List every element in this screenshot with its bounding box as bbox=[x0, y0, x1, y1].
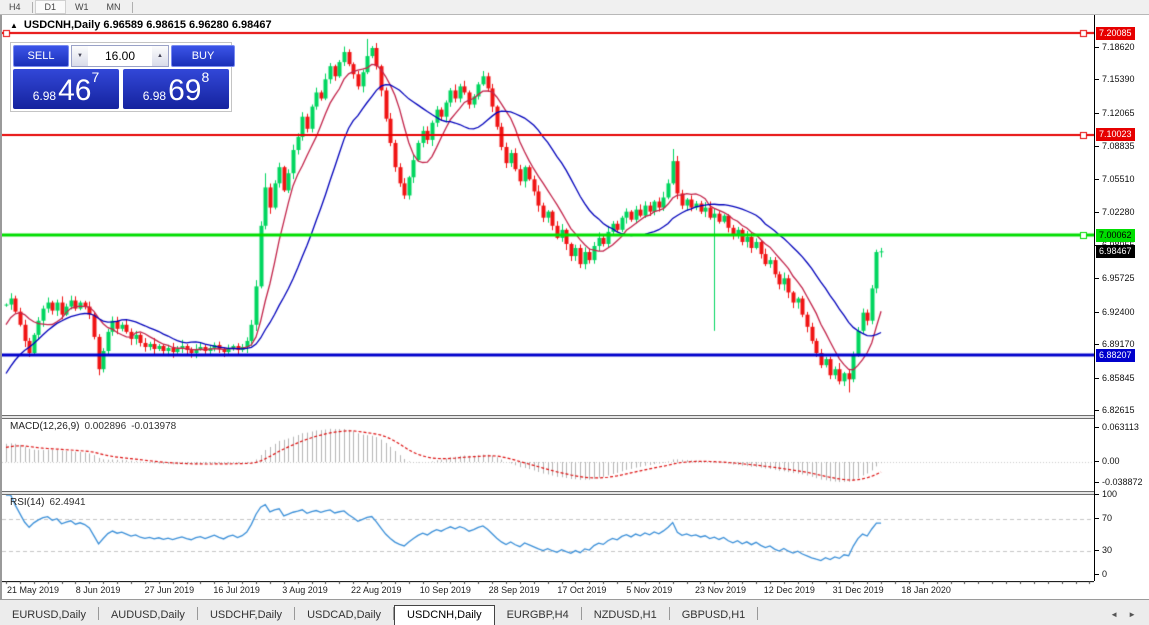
date-label: 3 Aug 2019 bbox=[282, 585, 328, 595]
date-label: 17 Oct 2019 bbox=[557, 585, 607, 595]
macd-axis-tick: -0.038872 bbox=[1095, 476, 1143, 487]
period-tab-h4[interactable]: H4 bbox=[9, 2, 21, 12]
date-label: 27 Jun 2019 bbox=[144, 585, 195, 595]
buy-button[interactable]: BUY bbox=[171, 45, 235, 67]
tab-separator bbox=[393, 607, 395, 620]
symbol-tab-usdcad[interactable]: USDCAD,Daily bbox=[307, 609, 382, 621]
symbol-tab-nzdusd[interactable]: NZDUSD,H1 bbox=[593, 609, 657, 621]
date-label: 31 Dec 2019 bbox=[832, 585, 884, 595]
time-axis[interactable] bbox=[2, 581, 1094, 598]
rsi-panel-canvas[interactable] bbox=[2, 495, 1094, 581]
price-tick: 6.82615 bbox=[1095, 405, 1135, 416]
date-label: 12 Dec 2019 bbox=[763, 585, 815, 595]
macd-panel-canvas[interactable] bbox=[2, 419, 1094, 491]
date-label: 21 May 2019 bbox=[7, 585, 60, 595]
sell-price-big: 46 bbox=[58, 74, 92, 107]
chart-window: ▲ USDCNH,Daily 6.96589 6.98615 6.96280 6.… bbox=[0, 15, 1149, 599]
symbol-tab-eurgbp[interactable]: EURGBP,H4 bbox=[506, 609, 569, 621]
macd-axis-tick: 0.063113 bbox=[1095, 422, 1139, 433]
date-label: 5 Nov 2019 bbox=[626, 585, 673, 595]
toolbar-separator bbox=[31, 1, 33, 13]
price-badge: 7.20085 bbox=[1096, 26, 1135, 40]
symbol-tab-audusd[interactable]: AUDUSD,Daily bbox=[110, 609, 185, 621]
panel-divider[interactable] bbox=[2, 415, 1149, 419]
price-tick: 7.02280 bbox=[1095, 206, 1135, 217]
tab-separator bbox=[668, 607, 670, 620]
rsi-axis-tick: 30 bbox=[1094, 545, 1113, 555]
price-tick: 7.18620 bbox=[1095, 41, 1135, 52]
symbol-title: USDCNH,Daily bbox=[23, 19, 101, 31]
period-tab-mn[interactable]: MN bbox=[106, 2, 121, 12]
tab-separator bbox=[97, 607, 99, 620]
chart-title: ▲ USDCNH,Daily 6.96589 6.98615 6.96280 6.… bbox=[10, 19, 272, 31]
macd-value-signal: -0.013978 bbox=[131, 421, 177, 432]
price-badge: 7.00062 bbox=[1096, 228, 1135, 242]
price-tick: 7.08835 bbox=[1095, 140, 1135, 151]
volume-input[interactable] bbox=[88, 46, 152, 66]
price-tick: 6.95725 bbox=[1095, 273, 1135, 284]
sell-price-box[interactable]: 6.98 46 7 bbox=[13, 69, 119, 109]
price-tick: 6.92400 bbox=[1095, 306, 1135, 317]
symbol-tab-gbpusd[interactable]: GBPUSD,H1 bbox=[681, 609, 746, 621]
sell-price-small: 6.98 bbox=[32, 89, 57, 103]
macd-label: MACD(12,26,9) 0.002896 -0.013978 bbox=[10, 421, 176, 432]
price-tick: 6.85845 bbox=[1095, 372, 1135, 383]
window-collapse-icon[interactable]: ▲ bbox=[10, 21, 18, 30]
sell-price-sup: 7 bbox=[91, 69, 100, 85]
ohlc-values: 6.96589 6.98615 6.96280 6.98467 bbox=[103, 19, 272, 31]
price-tick: 7.15390 bbox=[1095, 74, 1135, 85]
symbol-tab-usdcnh[interactable]: USDCNH,Daily bbox=[394, 605, 495, 625]
buy-price-sup: 8 bbox=[201, 69, 210, 85]
period-tab-d1[interactable]: D1 bbox=[34, 0, 67, 14]
date-label: 28 Sep 2019 bbox=[488, 585, 540, 595]
rsi-axis-tick: 100 bbox=[1094, 489, 1118, 499]
macd-name: MACD(12,26,9) bbox=[10, 421, 80, 432]
price-badge: 6.88207 bbox=[1096, 348, 1135, 362]
tab-separator bbox=[580, 607, 582, 620]
rsi-name: RSI(14) bbox=[10, 497, 45, 508]
date-label: 22 Aug 2019 bbox=[351, 585, 402, 595]
macd-value-main: 0.002896 bbox=[84, 421, 127, 432]
volume-decrease-button[interactable]: ▼ bbox=[72, 46, 88, 66]
symbol-tab-eurusd[interactable]: EURUSD,Daily bbox=[12, 609, 86, 621]
price-axis[interactable]: 7.18620 7.15390 7.12065 7.08835 7.05510 7.022… bbox=[1094, 15, 1149, 581]
rsi-value: 62.4941 bbox=[49, 497, 86, 508]
buy-price-box[interactable]: 6.98 69 8 bbox=[123, 69, 229, 109]
symbol-tab-bar: EURUSD,Daily AUDUSD,Daily USDCHF,Daily USDC… bbox=[0, 599, 1149, 625]
rsi-label: RSI(14) 62.4941 bbox=[10, 497, 86, 508]
tab-separator bbox=[294, 607, 296, 620]
date-label: 16 Jul 2019 bbox=[213, 585, 260, 595]
tab-scroll-right-icon[interactable]: ► bbox=[1128, 610, 1136, 619]
date-label: 10 Sep 2019 bbox=[419, 585, 471, 595]
period-tab-w1[interactable]: W1 bbox=[75, 2, 89, 12]
tab-separator bbox=[757, 607, 759, 620]
volume-increase-button[interactable]: ▲ bbox=[152, 46, 168, 66]
price-tick: 7.12065 bbox=[1095, 108, 1135, 118]
price-badge: 7.10023 bbox=[1096, 128, 1135, 142]
panel-divider[interactable] bbox=[2, 491, 1149, 495]
price-tick: 6.89170 bbox=[1095, 339, 1135, 350]
one-click-trade-widget: SELL ▼ ▲ BUY 6.98 46 7 6.98 69 8 bbox=[10, 42, 235, 112]
buy-price-small: 6.98 bbox=[142, 89, 167, 103]
period-toolbar: H4 D1 W1 MN bbox=[0, 0, 1149, 15]
date-label: 8 Jun 2019 bbox=[75, 585, 121, 595]
buy-price-big: 69 bbox=[168, 74, 202, 107]
date-label: 18 Jan 2020 bbox=[901, 585, 951, 595]
macd-axis-tick: 0.00 bbox=[1095, 456, 1120, 466]
sell-button[interactable]: SELL bbox=[13, 45, 69, 67]
tab-scroll-left-icon[interactable]: ◄ bbox=[1110, 610, 1119, 619]
toolbar-separator bbox=[131, 1, 133, 13]
price-tick: 7.05510 bbox=[1095, 174, 1135, 185]
price-badge: 6.98467 bbox=[1096, 244, 1135, 258]
rsi-axis-tick: 70 bbox=[1094, 513, 1113, 523]
symbol-tab-usdchf[interactable]: USDCHF,Daily bbox=[209, 609, 283, 621]
date-label: 23 Nov 2019 bbox=[695, 585, 747, 595]
rsi-axis-tick: 0 bbox=[1094, 569, 1108, 579]
tab-separator bbox=[196, 607, 198, 620]
